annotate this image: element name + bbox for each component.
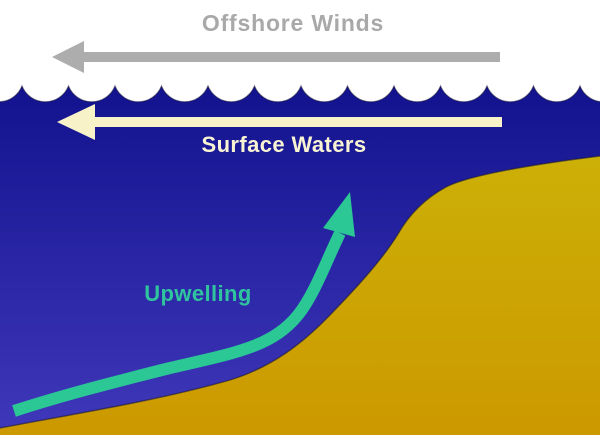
wave-surface-outline [0,84,600,103]
surface-waters-arrow [57,104,502,140]
seafloor-outline [0,155,600,429]
upwelling-arrow-shaft [12,230,346,417]
offshore-winds-label: Offshore Winds [202,10,384,36]
surface-waters-arrow-shaft [94,117,502,127]
seafloor [0,156,600,435]
offshore-winds-arrow-shaft [84,52,500,62]
upwelling-label: Upwelling [144,281,252,306]
upwelling-arrowhead-icon [323,192,355,237]
offshore-winds-arrowhead-icon [52,41,84,73]
upwelling-arrow [12,192,355,417]
surface-waters-label: Surface Waters [202,132,367,157]
surface-waters-arrowhead-icon [57,104,95,140]
offshore-winds-arrow [52,41,500,73]
